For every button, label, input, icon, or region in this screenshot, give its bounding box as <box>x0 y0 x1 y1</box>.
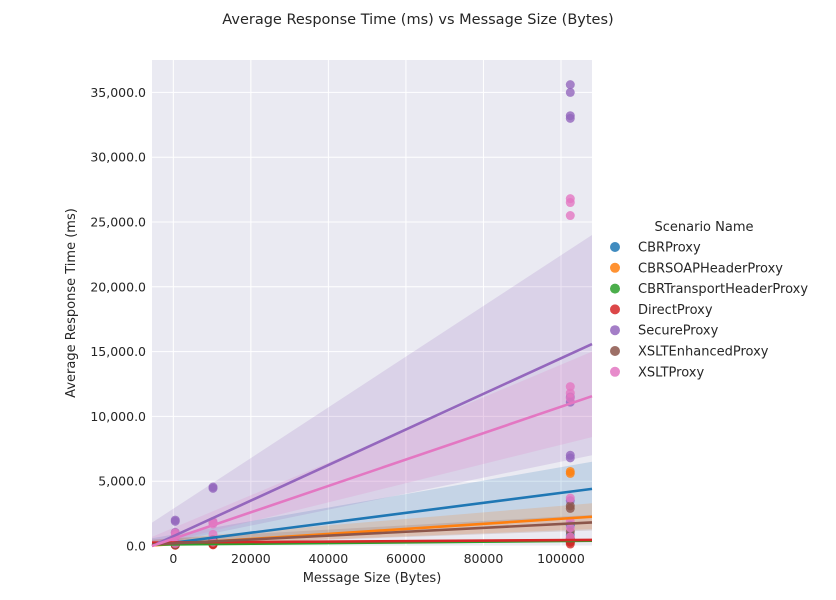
ci-band-0 <box>152 461 592 546</box>
legend-label-6: XSLTProxy <box>638 365 704 380</box>
y-tick-label-6: 30,000.0 <box>90 150 146 165</box>
legend: Scenario Name CBRProxy CBRSOAPHeaderProxy… <box>610 220 808 380</box>
x-axis-label: Message Size (Bytes) <box>303 571 442 586</box>
y-tick-label-0: 0.0 <box>126 539 146 554</box>
legend-label-2: CBRTransportHeaderProxy <box>638 282 808 297</box>
data-point-4-7 <box>565 87 575 97</box>
fit-line-5 <box>151 521 593 546</box>
legend-marker-3 <box>610 304 620 315</box>
y-tick-label-5: 25,000.0 <box>90 215 146 230</box>
data-point-4-6 <box>565 80 575 90</box>
legend-marker-1 <box>610 262 620 273</box>
legend-label-0: CBRProxy <box>638 241 701 256</box>
x-tick-label-5: 100000 <box>537 551 585 566</box>
fit-line-3 <box>151 538 593 544</box>
legend-label-4: SecureProxy <box>638 324 719 339</box>
legend-label-1: CBRSOAPHeaderProxy <box>638 261 783 276</box>
x-tick-label-0: 0 <box>169 551 177 566</box>
fit-line-4 <box>151 342 593 548</box>
legend-marker-2 <box>610 283 620 294</box>
data-point-4-13 <box>565 453 575 463</box>
data-point-4-4 <box>208 482 218 492</box>
y-axis-label: Average Response Time (ms) <box>64 208 79 398</box>
data-point-6-9 <box>565 198 575 208</box>
x-tick-label-4: 80000 <box>464 551 504 566</box>
x-tick-label-3: 60000 <box>386 551 426 566</box>
legend-marker-0 <box>610 242 620 252</box>
chart-title: Average Response Time (ms) vs Message Si… <box>222 12 613 28</box>
x-tick-label-2: 40000 <box>309 551 349 566</box>
legend-marker-6 <box>610 366 620 377</box>
plot-area <box>152 60 592 546</box>
data-point-6-11 <box>565 382 575 392</box>
y-tick-label-7: 35,000.0 <box>90 85 146 100</box>
y-tick-label-3: 15,000.0 <box>90 344 146 359</box>
data-point-6-13 <box>565 393 575 403</box>
grid-lines <box>152 60 592 547</box>
ci-band-4 <box>152 234 592 546</box>
legend-label-3: DirectProxy <box>638 303 713 318</box>
regression-lines <box>151 342 593 548</box>
data-point-6-10 <box>565 211 575 221</box>
data-point-6-16 <box>565 523 575 533</box>
y-tick-label-1: 5,000.0 <box>98 474 146 489</box>
data-point-4-9 <box>565 113 575 123</box>
data-point-6-14 <box>565 493 575 503</box>
legend-marker-4 <box>610 325 620 336</box>
fit-line-6 <box>151 394 593 548</box>
fit-line-0 <box>151 487 593 547</box>
y-tick-label-2: 10,000.0 <box>90 409 146 424</box>
data-point-5-7 <box>565 501 575 511</box>
data-point-4-2 <box>170 515 180 525</box>
legend-label-5: XSLTEnhancedProxy <box>638 345 769 360</box>
legend-title: Scenario Name <box>655 220 754 235</box>
y-axis-ticks: 0.0 5,000.0 10,000.0 15,000.0 20,000.0 25,000… <box>90 85 146 554</box>
x-tick-label-1: 20000 <box>231 551 271 566</box>
ci-band-1 <box>152 503 592 546</box>
ci-band-6 <box>152 351 592 546</box>
x-axis-ticks: 0 20000 40000 60000 80000 100000 <box>169 551 585 566</box>
y-tick-label-4: 20,000.0 <box>90 279 146 294</box>
data-point-1-6 <box>565 466 575 476</box>
legend-marker-5 <box>610 346 620 356</box>
